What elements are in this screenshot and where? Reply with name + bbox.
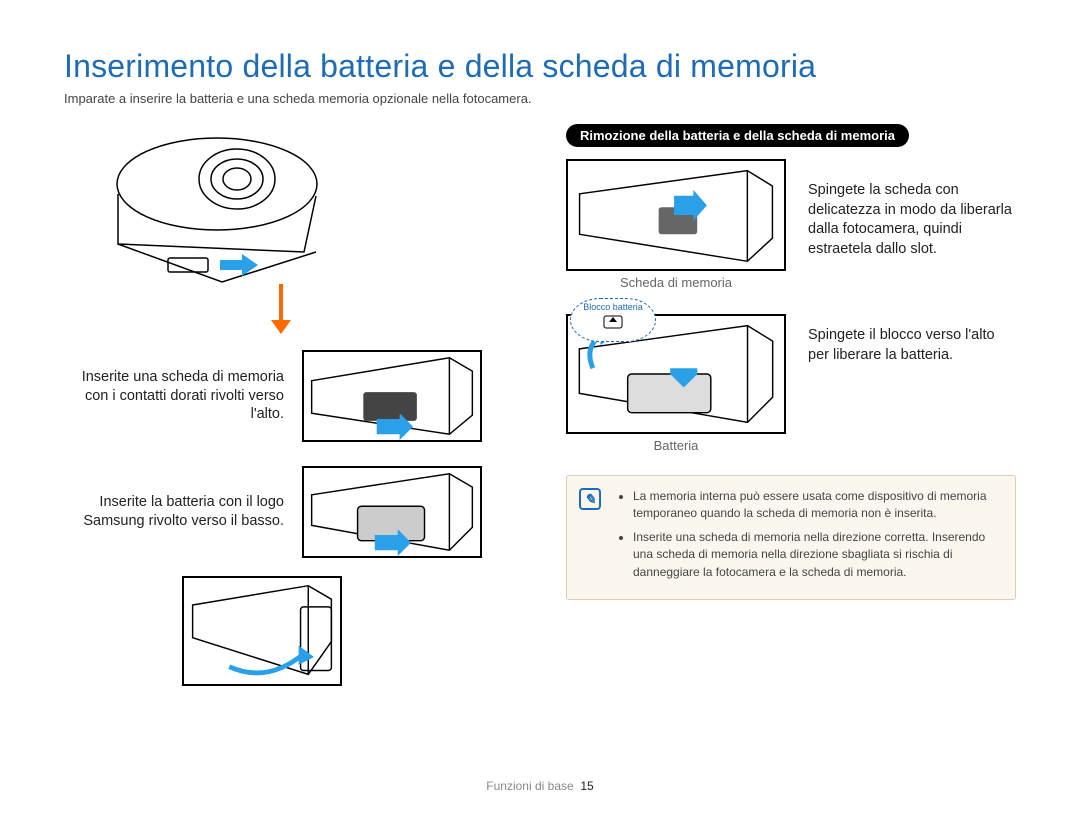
illustration-camera-overview — [72, 124, 332, 294]
arrow-down-icon — [269, 284, 293, 336]
removal-section-heading: Rimozione della batteria e della scheda … — [566, 124, 909, 147]
note-icon: ✎ — [579, 488, 601, 510]
insert-memory-card-text: Inserite una scheda di memoria con i con… — [64, 368, 284, 425]
remove-card-text: Spingete la scheda con delicatezza in mo… — [808, 159, 1016, 290]
page-title: Inserimento della batteria e della sched… — [64, 48, 1016, 85]
note-item: Inserite una scheda di memoria nella dir… — [633, 529, 1001, 581]
remove-battery-text: Spingete il blocco verso l'alto per libe… — [808, 304, 1016, 453]
battery-lock-label: Blocco batteria — [583, 302, 643, 312]
illustration-insert-battery — [302, 466, 482, 558]
page-footer: Funzioni di base 15 — [0, 779, 1080, 793]
illustration-insert-card — [302, 350, 482, 442]
memory-card-caption: Scheda di memoria — [566, 275, 786, 290]
battery-caption: Batteria — [566, 438, 786, 453]
left-column: Inserite una scheda di memoria con i con… — [64, 124, 534, 686]
illustration-remove-card — [566, 159, 786, 271]
battery-lock-badge: Blocco batteria — [570, 298, 656, 342]
footer-section: Funzioni di base — [486, 779, 573, 793]
info-note-box: ✎ La memoria interna può essere usata co… — [566, 475, 1016, 600]
illustration-close-cover — [182, 576, 342, 686]
insert-battery-text: Inserite la batteria con il logo Samsung… — [64, 493, 284, 531]
footer-page-number: 15 — [580, 779, 593, 793]
note-item: La memoria interna può essere usata come… — [633, 488, 1001, 523]
right-column: Rimozione della batteria e della scheda … — [566, 124, 1016, 686]
page-subtitle: Imparate a inserire la batteria e una sc… — [64, 91, 1016, 106]
